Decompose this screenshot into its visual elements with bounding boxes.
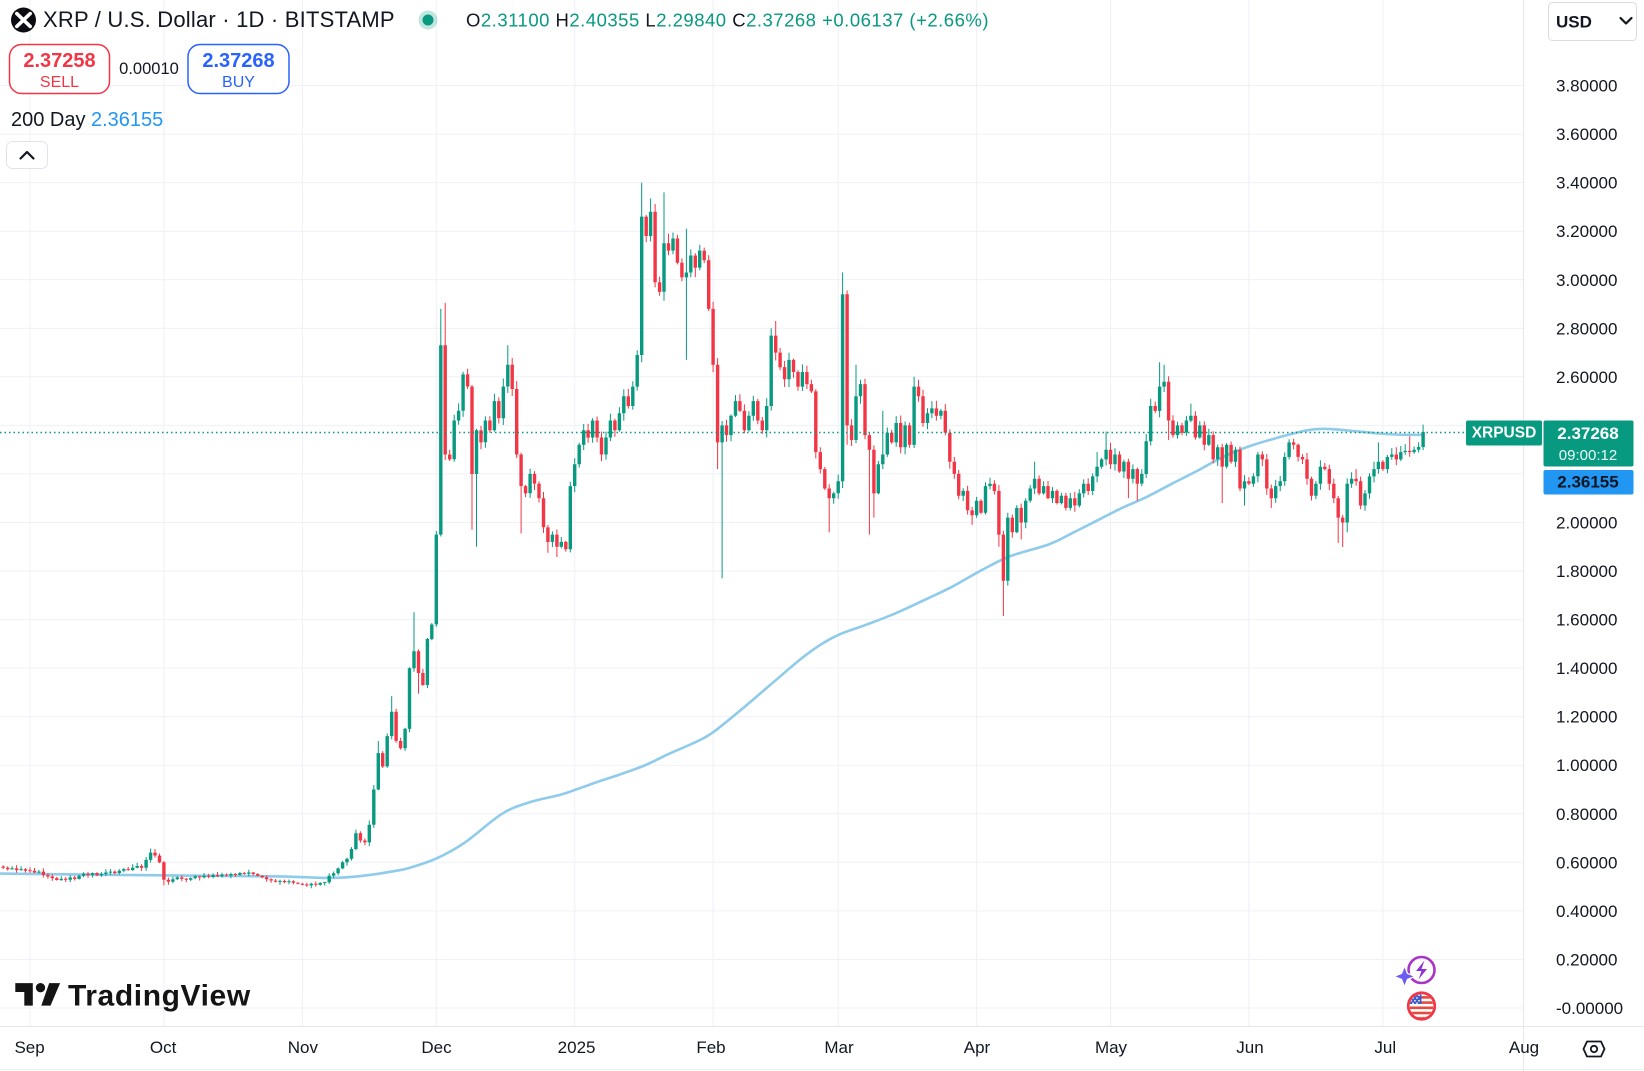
svg-text:Oct: Oct (150, 1038, 177, 1057)
svg-text:Feb: Feb (696, 1038, 725, 1057)
svg-text:1.60000: 1.60000 (1556, 611, 1617, 630)
svg-text:3.40000: 3.40000 (1556, 174, 1617, 193)
svg-text:2.37258: 2.37258 (23, 50, 95, 72)
svg-text:3.00000: 3.00000 (1556, 271, 1617, 290)
svg-text:SELL: SELL (40, 74, 79, 91)
svg-text:1.40000: 1.40000 (1556, 659, 1617, 678)
svg-text:Nov: Nov (288, 1038, 319, 1057)
svg-text:2.80000: 2.80000 (1556, 319, 1617, 338)
svg-text:USD: USD (1556, 13, 1592, 32)
svg-text:-0.00000: -0.00000 (1556, 999, 1623, 1018)
svg-text:2.37268: 2.37268 (202, 50, 274, 72)
svg-text:1.00000: 1.00000 (1556, 756, 1617, 775)
svg-text:XRPUSD: XRPUSD (1472, 425, 1537, 442)
svg-text:200 Day: 200 Day (11, 109, 86, 131)
svg-text:0.00010: 0.00010 (119, 60, 179, 78)
svg-text:3.80000: 3.80000 (1556, 77, 1617, 96)
svg-text:2.36155: 2.36155 (1557, 473, 1618, 492)
svg-text:May: May (1095, 1038, 1128, 1057)
svg-text:Jun: Jun (1236, 1038, 1263, 1057)
svg-text:1.20000: 1.20000 (1556, 708, 1617, 727)
svg-text:2.00000: 2.00000 (1556, 514, 1617, 533)
svg-text:2.60000: 2.60000 (1556, 368, 1617, 387)
svg-text:3.20000: 3.20000 (1556, 222, 1617, 241)
svg-text:2.37268: 2.37268 (1557, 424, 1618, 443)
svg-text:Jul: Jul (1374, 1038, 1396, 1057)
svg-text:O2.31100 H2.40355 L2.29840 C2.: O2.31100 H2.40355 L2.29840 C2.37268 +0.0… (466, 10, 989, 31)
svg-text:Dec: Dec (421, 1038, 452, 1057)
svg-text:0.60000: 0.60000 (1556, 853, 1617, 872)
svg-text:Aug: Aug (1509, 1038, 1539, 1057)
svg-text:Apr: Apr (964, 1038, 991, 1057)
svg-text:TradingView: TradingView (68, 980, 251, 1013)
svg-text:XRP / U.S. Dollar · 1D · BITST: XRP / U.S. Dollar · 1D · BITSTAMP (43, 7, 395, 32)
svg-text:3.60000: 3.60000 (1556, 125, 1617, 144)
svg-text:0.20000: 0.20000 (1556, 951, 1617, 970)
svg-text:BUY: BUY (222, 74, 255, 91)
svg-text:0.80000: 0.80000 (1556, 805, 1617, 824)
svg-text:0.40000: 0.40000 (1556, 902, 1617, 921)
svg-text:09:00:12: 09:00:12 (1559, 447, 1617, 464)
svg-text:2025: 2025 (558, 1038, 596, 1057)
svg-text:Mar: Mar (824, 1038, 854, 1057)
svg-text:1.80000: 1.80000 (1556, 562, 1617, 581)
svg-text:2.36155: 2.36155 (91, 109, 163, 131)
svg-text:Sep: Sep (14, 1038, 44, 1057)
